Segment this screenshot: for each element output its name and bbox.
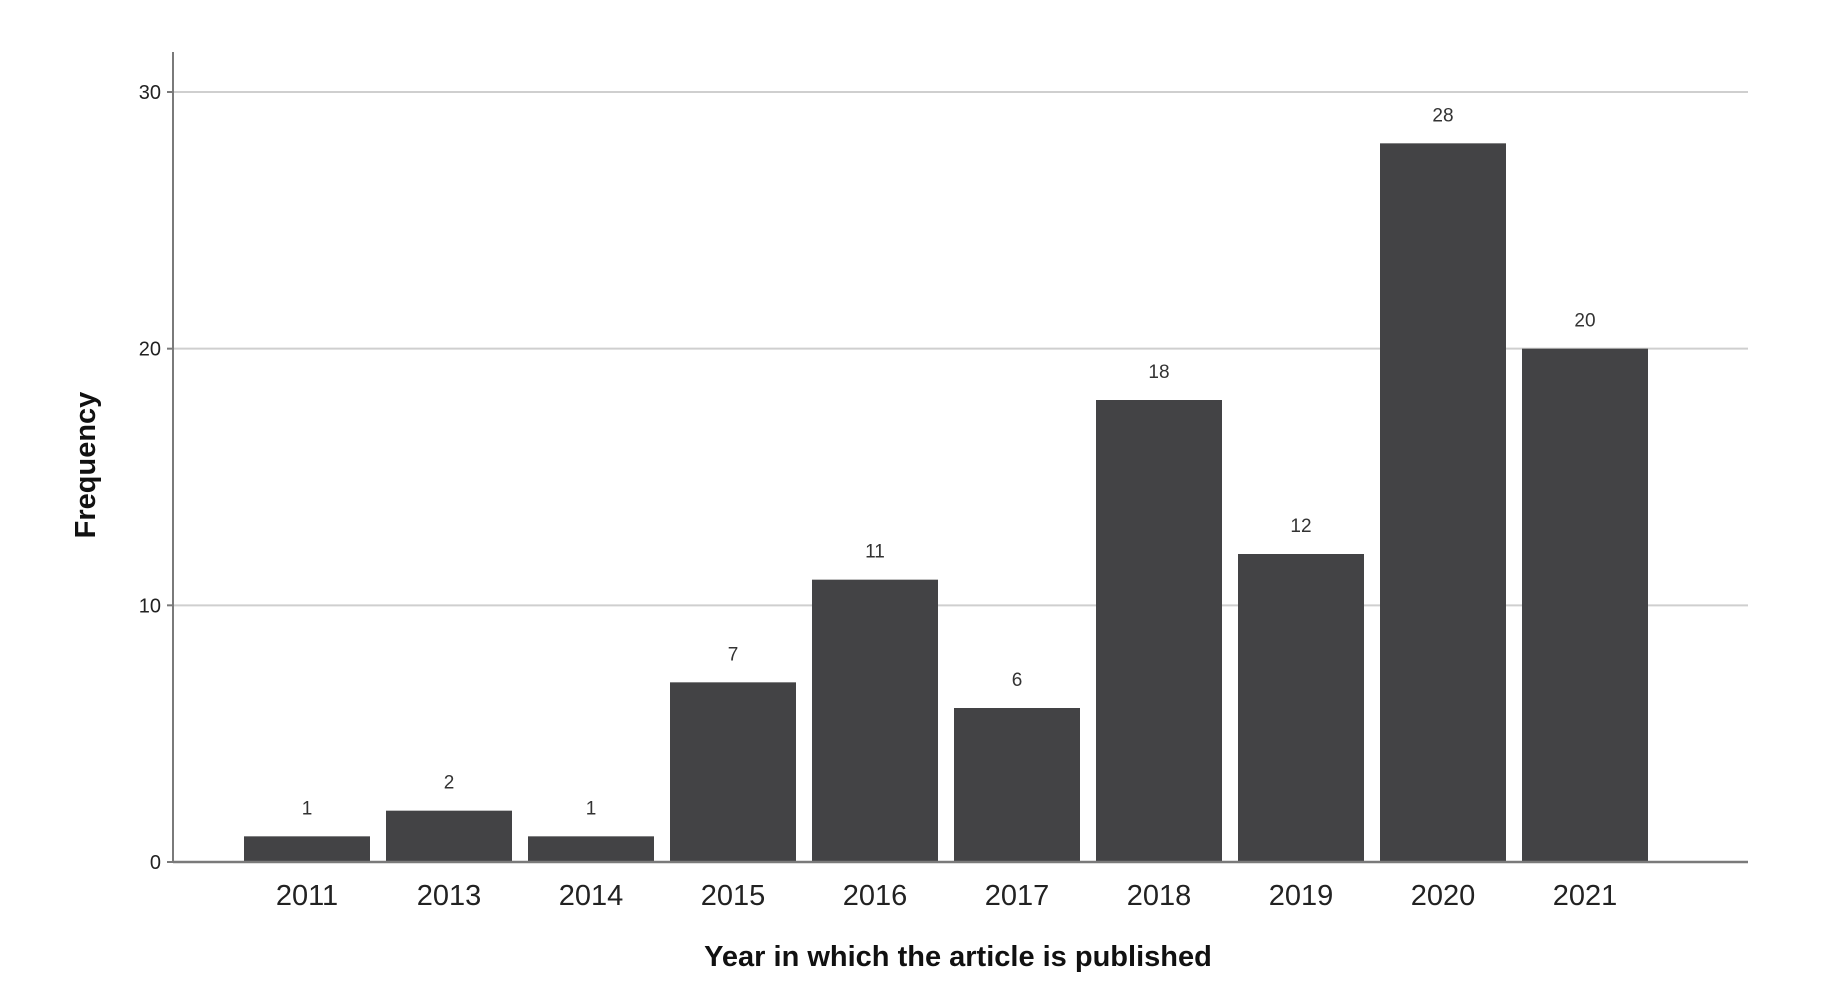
x-tick-label-2021: 2021 <box>1553 880 1618 912</box>
bar-2020 <box>1380 143 1506 863</box>
axes <box>167 52 1748 864</box>
labels: 0 10 20 30 1 2011 2 2013 1 2014 7 2015 11 2016 6 2017 18… <box>139 82 1618 912</box>
x-tick-label-2011: 2011 <box>276 880 338 912</box>
bar-2011 <box>244 836 370 862</box>
y-axis-title: Frequency <box>70 392 102 539</box>
x-tick-label-2016: 2016 <box>843 880 908 912</box>
data-label-2013: 2 <box>444 773 455 794</box>
x-tick-label-2020: 2020 <box>1411 880 1476 912</box>
data-label-2016: 11 <box>865 542 885 563</box>
y-tick-label-0: 0 <box>150 852 161 874</box>
bar-2017 <box>954 708 1080 862</box>
data-label-2019: 12 <box>1290 516 1311 537</box>
bar-2015 <box>670 682 796 862</box>
y-tick-label-10: 10 <box>139 595 161 617</box>
data-label-2020: 28 <box>1432 105 1453 126</box>
bar-2016 <box>812 579 938 862</box>
bars <box>244 143 1648 863</box>
x-tick-label-2015: 2015 <box>701 880 766 912</box>
data-label-2015: 7 <box>728 644 739 665</box>
x-tick-label-2018: 2018 <box>1127 880 1192 912</box>
data-label-2021: 20 <box>1574 311 1595 332</box>
y-tick-label-30: 30 <box>139 82 161 104</box>
x-tick-label-2019: 2019 <box>1269 880 1334 912</box>
data-label-2017: 6 <box>1012 670 1023 691</box>
bar-2019 <box>1238 554 1364 862</box>
x-axis-title: Year in which the article is published <box>704 941 1212 973</box>
bar-2021 <box>1522 348 1648 863</box>
x-tick-label-2017: 2017 <box>985 880 1050 912</box>
data-label-2011: 1 <box>302 798 313 819</box>
bar-2018 <box>1096 400 1222 862</box>
gridlines <box>173 91 1748 607</box>
data-label-2018: 18 <box>1148 362 1169 383</box>
y-tick-label-20: 20 <box>139 339 161 361</box>
x-tick-label-2014: 2014 <box>559 880 624 912</box>
bar-2014 <box>528 836 654 862</box>
x-tick-label-2013: 2013 <box>417 880 482 912</box>
data-label-2014: 1 <box>586 798 597 819</box>
bar-2013 <box>386 810 512 862</box>
